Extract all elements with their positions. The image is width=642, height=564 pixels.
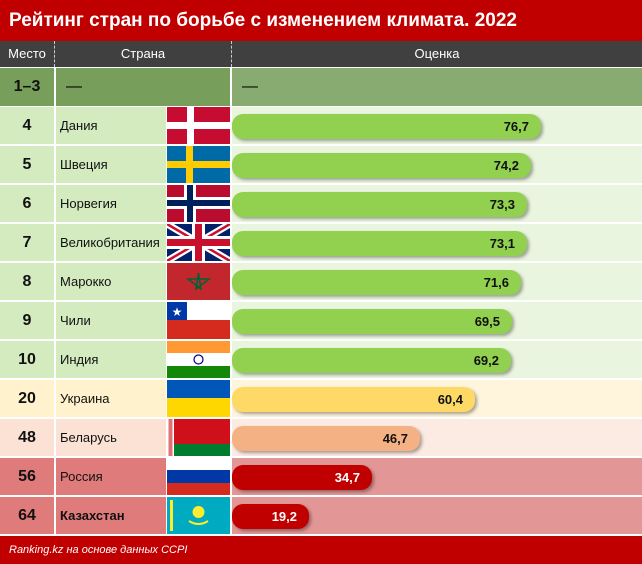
rank-cell: 64 [0, 497, 54, 534]
score-bar: 74,2 [232, 153, 531, 178]
uk-flag-icon [167, 224, 230, 261]
score-cell: 46,7 [232, 419, 642, 456]
table-row: 4 Дания 76,7 [0, 107, 642, 144]
country-name: Казахстан [56, 497, 166, 534]
sweden-flag-icon [167, 146, 230, 183]
chile-flag-icon: ★ [167, 302, 230, 339]
table-row: 6 Норвегия 73,3 [0, 185, 642, 222]
rank-cell: 20 [0, 380, 54, 417]
country-name: Чили [56, 302, 166, 339]
rank-cell: 6 [0, 185, 54, 222]
svg-text:★: ★ [172, 305, 183, 319]
belarus-flag-icon [167, 419, 230, 456]
table-row-top: 1–3 — — [0, 68, 642, 106]
rank-cell: 1–3 [0, 68, 54, 106]
score-cell: 69,5 [232, 302, 642, 339]
denmark-flag-icon [167, 107, 230, 144]
score-bar: 69,2 [232, 348, 511, 373]
india-flag-icon [167, 341, 230, 378]
table-row: 10 Индия 69,2 [0, 341, 642, 378]
country-name: Норвегия [56, 185, 166, 222]
country-name: Марокко [56, 263, 166, 300]
score-bar: 60,4 [232, 387, 475, 412]
header-rank: Место [8, 46, 46, 61]
rank-cell: 8 [0, 263, 54, 300]
table-row: 20 Украина 60,4 [0, 380, 642, 417]
score-cell: 76,7 [232, 107, 642, 144]
score-bar: 73,3 [232, 192, 527, 217]
score-cell: 73,3 [232, 185, 642, 222]
score-cell: 60,4 [232, 380, 642, 417]
country-name: Дания [56, 107, 166, 144]
russia-flag-icon [167, 458, 230, 495]
country-name: Украина [56, 380, 166, 417]
country-name: Великобритания [56, 224, 166, 261]
score-bar: 19,2 [232, 504, 309, 529]
score-bar: 46,7 [232, 426, 420, 451]
header-score: Оценка [231, 41, 642, 67]
rank-cell: 7 [0, 224, 54, 261]
rank-cell: 9 [0, 302, 54, 339]
table-row: 8 Марокко 71,6 [0, 263, 642, 300]
table-row: 9 Чили ★ 69,5 [0, 302, 642, 339]
score-bar: 71,6 [232, 270, 521, 295]
score-bar: 76,7 [232, 114, 541, 139]
score-cell: — [232, 68, 642, 106]
table-row: 64 Казахстан 19,2 [0, 497, 642, 534]
ukraine-flag-icon [167, 380, 230, 417]
rank-cell: 4 [0, 107, 54, 144]
morocco-flag-icon [167, 263, 230, 300]
score-cell: 71,6 [232, 263, 642, 300]
country-name: Индия [56, 341, 166, 378]
table-row: 56 Россия 34,7 [0, 458, 642, 495]
rank-cell: 10 [0, 341, 54, 378]
table-row: 5 Швеция 74,2 [0, 146, 642, 183]
kazakhstan-flag-icon [167, 497, 230, 534]
score-bar: 69,5 [232, 309, 512, 334]
table-row: 48 Беларусь 46,7 [0, 419, 642, 456]
norway-flag-icon [167, 185, 230, 222]
header-country: Страна [54, 41, 231, 67]
country-name: Швеция [56, 146, 166, 183]
score-cell: 19,2 [232, 497, 642, 534]
rank-cell: 56 [0, 458, 54, 495]
country-name: Беларусь [56, 419, 166, 456]
score-cell: 73,1 [232, 224, 642, 261]
score-cell: 69,2 [232, 341, 642, 378]
score-cell: 74,2 [232, 146, 642, 183]
country-name: Россия [56, 458, 166, 495]
score-cell: 34,7 [232, 458, 642, 495]
rank-cell: 48 [0, 419, 54, 456]
table-row: 7 Великобритания 73,1 [0, 224, 642, 261]
country-cell: — [56, 68, 230, 106]
score-bar: 34,7 [232, 465, 372, 490]
score-bar: 73,1 [232, 231, 527, 256]
table-header: Место Страна Оценка [0, 41, 642, 67]
rank-cell: 5 [0, 146, 54, 183]
source-footer: Ranking.kz на основе данных CCPI [0, 536, 642, 564]
page-title: Рейтинг стран по борьбе с изменением кли… [0, 0, 642, 41]
